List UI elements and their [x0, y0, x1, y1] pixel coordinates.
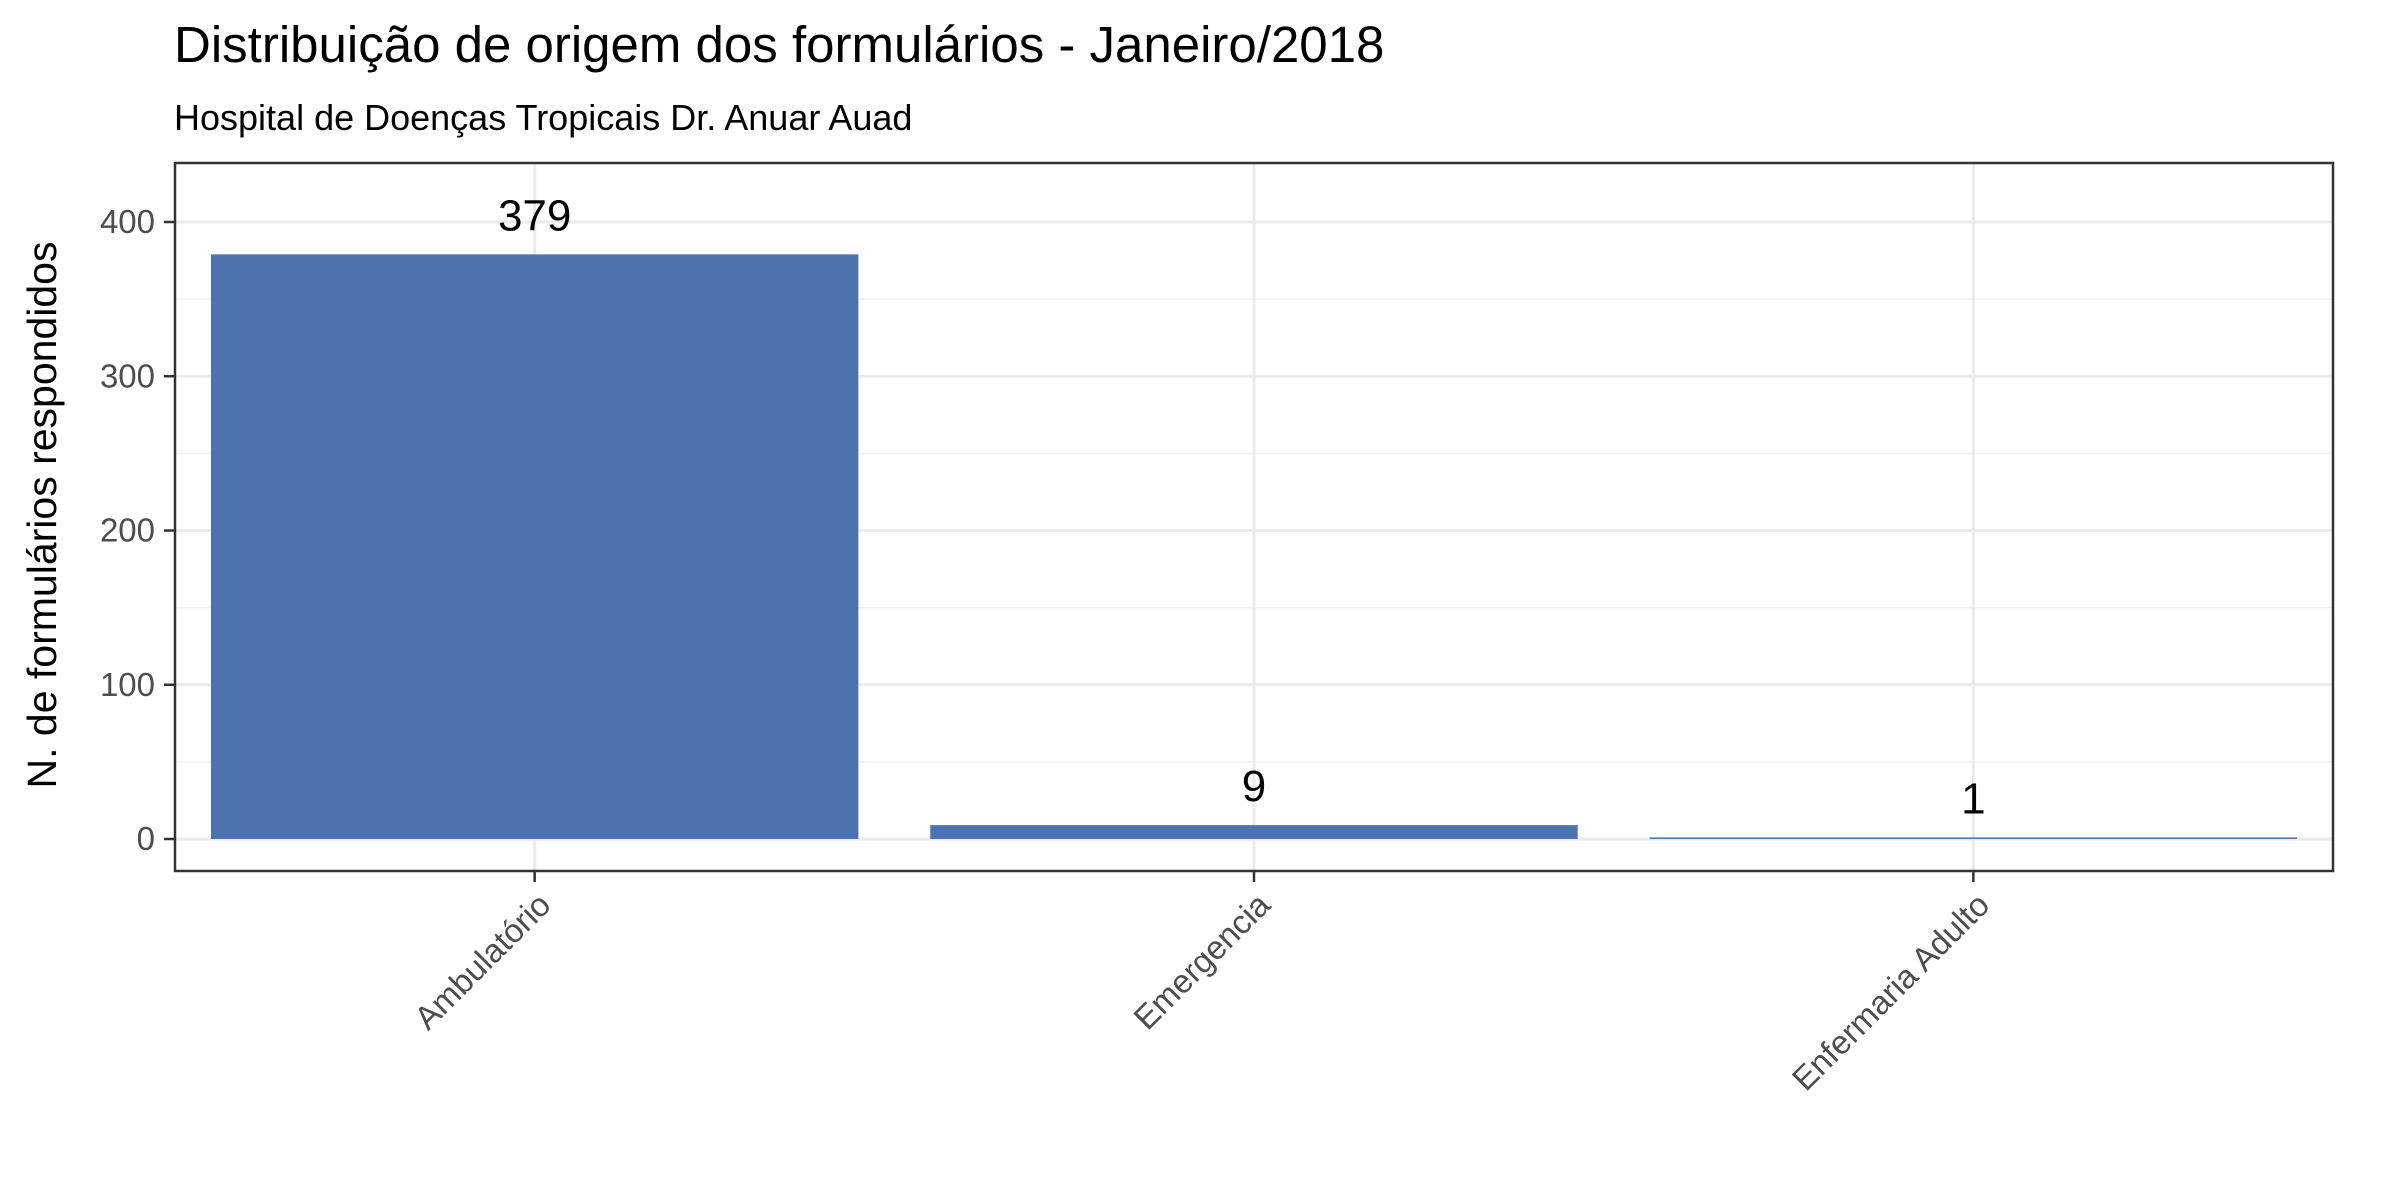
x-tick-label: Enfermaria Adulto — [1785, 886, 1997, 1098]
bar-ambulat-rio — [210, 254, 859, 839]
data-label: 379 — [498, 191, 571, 240]
y-tick-label: 100 — [100, 666, 155, 703]
y-tick-label: 0 — [137, 820, 155, 857]
y-tick-label: 400 — [100, 203, 155, 240]
chart-title: Distribuição de origem dos formulários -… — [174, 16, 1384, 73]
data-label: 1 — [1961, 774, 1985, 823]
data-label: 9 — [1242, 762, 1266, 811]
data-labels: 379 9 1 — [498, 191, 1986, 823]
bars — [210, 254, 2298, 839]
y-tick-label: 300 — [100, 357, 155, 394]
y-axis: 0 100 200 300 400 — [100, 203, 175, 857]
x-tick-label: Emergencia — [1126, 885, 1277, 1036]
bar-emergencia — [930, 825, 1578, 839]
y-axis-label: N. de formulários respondidos — [19, 242, 65, 789]
bar-enfermaria-adulto — [1649, 837, 2298, 839]
y-tick-label: 200 — [100, 512, 155, 549]
x-axis: Ambulatório Emergencia Enfermaria Adulto — [407, 871, 1996, 1097]
chart-subtitle: Hospital de Doenças Tropicais Dr. Anuar … — [174, 97, 912, 138]
x-tick-label: Ambulatório — [407, 886, 558, 1037]
